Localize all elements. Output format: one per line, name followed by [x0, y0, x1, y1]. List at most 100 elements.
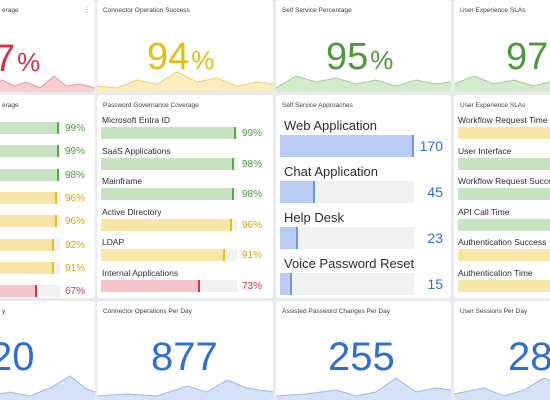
- bar-fill: [0, 168, 59, 181]
- bar-track: [0, 168, 60, 181]
- stat-value: 255: [328, 335, 395, 379]
- bar-track: [458, 127, 550, 139]
- panel-assisted-password-changes-per-day[interactable]: Assisted Password Changes Per Day 255: [276, 301, 451, 400]
- approach-value: 15: [427, 276, 443, 292]
- stat-value: 7%: [0, 38, 41, 80]
- bar-fill: [101, 279, 201, 292]
- bar-track: [0, 238, 60, 251]
- sparkline: [276, 377, 451, 400]
- bar-track: [0, 145, 60, 158]
- bar-fill: [458, 127, 550, 139]
- bar-value: 92%: [65, 239, 86, 251]
- panel-connector-operation-success[interactable]: Connector Operation Success 94%: [97, 0, 273, 92]
- sparkline: [276, 75, 451, 92]
- bar-fill: [458, 279, 550, 292]
- panel-title: User Sessions Per Day: [460, 308, 528, 315]
- bar-track: [101, 249, 237, 261]
- panel-title: erage: [2, 7, 19, 14]
- bar-label: Microsoft Entra ID: [102, 115, 171, 125]
- bar-fill: [458, 218, 550, 231]
- bar-track: [101, 218, 237, 231]
- bar-fill: [101, 218, 232, 231]
- bar-value: 73%: [242, 280, 263, 292]
- bar-label: SaaS Applications: [102, 145, 171, 156]
- bar-fill: [458, 188, 550, 200]
- panel-title: Self Service Percentage: [282, 7, 352, 14]
- bar-fill: [101, 249, 225, 261]
- sla-label: Workflow Request Time: [458, 115, 548, 125]
- bar-track: [101, 279, 237, 292]
- sparkline: [0, 375, 95, 400]
- bar-fill: [0, 145, 60, 158]
- panel-user-sessions-per-day[interactable]: User Sessions Per Day 28: [454, 301, 550, 400]
- bar-fill: [280, 135, 414, 157]
- sparkline: [0, 75, 95, 92]
- bar-value: 98%: [242, 189, 263, 200]
- bar-track: [0, 215, 60, 228]
- panel-self-service-approaches[interactable]: Self Service Approaches Web Application 1…: [276, 95, 451, 298]
- approach-value: 170: [419, 138, 443, 154]
- panel-coverage-bars[interactable]: erage 99% 99% 98% 96% 96% 92% 91% 67%: [0, 95, 95, 298]
- bar-track: [458, 157, 550, 170]
- stat-value: 97: [506, 36, 549, 78]
- panel-user-experience-slas-stat[interactable]: User Experience SLAs 97: [454, 0, 550, 92]
- sla-label: Authentication Time: [458, 267, 533, 278]
- bar-label: LDAP: [102, 237, 125, 247]
- panel-self-service-percentage[interactable]: Self Service Percentage 95%: [276, 0, 451, 92]
- bar-value: 67%: [65, 286, 86, 298]
- bar-track: [280, 227, 414, 249]
- bar-track: [0, 285, 60, 298]
- bar-fill: [101, 127, 236, 139]
- bar-track: [458, 218, 550, 231]
- panel-title: Connector Operations Per Day: [103, 308, 192, 315]
- bar-value: 91%: [242, 250, 263, 261]
- bar-label: Mainframe: [102, 176, 143, 186]
- approach-label: Help Desk: [284, 210, 344, 225]
- kebab-menu-icon[interactable]: ⋮: [83, 5, 91, 14]
- sla-label: API Call Time: [458, 206, 510, 217]
- bar-value: 99%: [65, 123, 86, 134]
- approach-value: 23: [427, 230, 443, 246]
- bar-value: 96%: [65, 192, 86, 204]
- panel-title: Password Governance Coverage: [103, 102, 199, 109]
- bar-track: [458, 279, 550, 292]
- bar-fill: [0, 285, 37, 298]
- panel-coverage-stat[interactable]: erage ⋮ 7%: [0, 0, 95, 92]
- bar-label: Internal Applications: [102, 267, 179, 278]
- bar-fill: [280, 181, 316, 203]
- bar-fill: [0, 122, 60, 134]
- approach-value: 45: [427, 184, 443, 200]
- bar-fill: [101, 157, 235, 170]
- bar-track: [0, 191, 60, 204]
- panel-title: y: [2, 308, 6, 315]
- bar-track: [0, 122, 60, 134]
- bar-track: [101, 157, 237, 170]
- bar-track: [0, 261, 60, 274]
- panel-title: User Experience SLAs: [460, 7, 526, 14]
- panel-title: User Experience SLAs: [460, 102, 526, 109]
- bar-value: 98%: [65, 169, 86, 181]
- panel-connector-operations-per-day[interactable]: Connector Operations Per Day 877: [97, 301, 273, 400]
- sparkline: [97, 379, 273, 400]
- bar-track: [280, 273, 414, 295]
- panel-title: erage: [2, 102, 19, 109]
- stat-value: 94%: [147, 36, 215, 78]
- bar-fill: [0, 261, 54, 274]
- bar-value: 98%: [242, 158, 263, 170]
- bar-value: 99%: [242, 128, 263, 139]
- bar-value: 91%: [65, 262, 86, 274]
- stat-value: 28: [508, 335, 550, 379]
- bar-track: [280, 181, 414, 203]
- stat-value: 20: [0, 335, 35, 379]
- panel-per-day-stat[interactable]: y 20: [0, 301, 95, 400]
- bar-fill: [280, 227, 299, 249]
- sla-label: Workflow Request Succe: [458, 176, 550, 186]
- bar-track: [458, 249, 550, 261]
- bar-fill: [0, 238, 55, 251]
- panel-user-experience-slas-bars[interactable]: User Experience SLAs Workflow Request Ti…: [454, 95, 550, 298]
- bar-fill: [0, 191, 58, 204]
- panel-password-governance-coverage[interactable]: Password Governance Coverage Microsoft E…: [97, 95, 273, 298]
- stat-value: 95%: [326, 36, 394, 78]
- sparkline: [454, 75, 550, 92]
